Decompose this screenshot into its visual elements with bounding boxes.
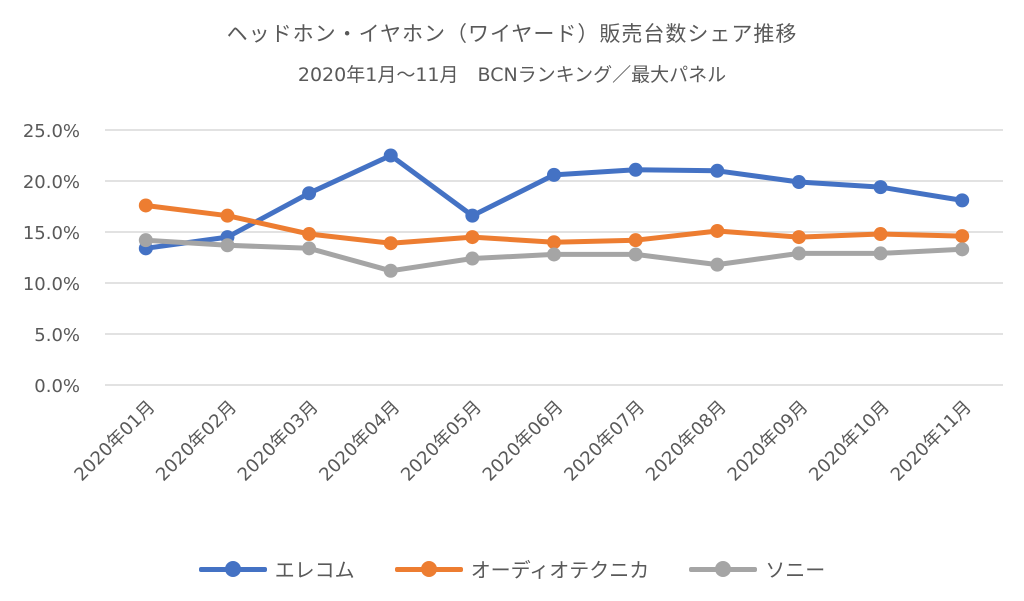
- y-tick-label: 0.0%: [34, 376, 80, 397]
- data-point: [955, 242, 970, 257]
- data-point: [710, 163, 725, 178]
- series-group: [138, 148, 970, 278]
- legend: エレコム オーディオテクニカ ソニー: [0, 554, 1024, 583]
- data-point: [791, 175, 806, 190]
- data-point: [873, 180, 888, 195]
- data-point: [138, 198, 153, 213]
- legend-swatch: [198, 559, 267, 579]
- legend-label: エレコム: [274, 558, 355, 582]
- x-tick-label: 2020年05月: [397, 397, 486, 486]
- data-point: [465, 208, 480, 223]
- data-point: [628, 247, 643, 262]
- data-point: [220, 208, 235, 223]
- data-point: [710, 257, 725, 272]
- data-point: [465, 230, 480, 245]
- data-point: [547, 167, 561, 182]
- data-point: [138, 233, 153, 248]
- y-tick-label: 5.0%: [34, 325, 80, 346]
- data-point: [628, 233, 643, 248]
- data-point: [220, 238, 235, 253]
- legend-label: ソニー: [765, 558, 826, 582]
- data-point: [955, 193, 970, 208]
- x-tick-label: 2020年11月: [887, 397, 976, 486]
- x-tick-label: 2020年04月: [315, 397, 404, 486]
- legend-swatch: [394, 559, 463, 579]
- data-point: [547, 235, 561, 250]
- series-オーディオテクニカ: [138, 198, 970, 251]
- legend-label: オーディオテクニカ: [470, 558, 650, 582]
- y-axis-ticks: 0.0% 5.0% 10.0% 15.0% 20.0% 25.0%: [23, 121, 80, 397]
- y-tick-label: 10.0%: [23, 274, 80, 295]
- data-point: [955, 229, 970, 244]
- data-point: [628, 162, 643, 177]
- chart-subtitle: 2020年1月～11月 BCNランキング／最大パネル: [297, 64, 727, 86]
- data-point: [710, 223, 725, 238]
- x-tick-label: 2020年09月: [724, 397, 813, 486]
- y-tick-label: 15.0%: [23, 223, 80, 244]
- data-point: [465, 251, 480, 266]
- y-tick-label: 20.0%: [23, 172, 80, 193]
- data-point: [302, 241, 317, 256]
- legend-item: エレコム: [198, 554, 355, 583]
- y-tick-label: 25.0%: [23, 121, 80, 142]
- data-point: [873, 227, 888, 242]
- chart-title: ヘッドホン・イヤホン（ワイヤード）販売台数シェア推移: [226, 22, 798, 46]
- data-point: [302, 186, 317, 201]
- data-point: [383, 236, 398, 251]
- legend-item: オーディオテクニカ: [394, 554, 650, 583]
- data-point: [383, 263, 398, 278]
- x-tick-label: 2020年06月: [479, 397, 568, 486]
- data-point: [547, 247, 561, 262]
- legend-swatch: [689, 559, 758, 579]
- x-tick-label: 2020年07月: [560, 397, 649, 486]
- x-tick-label: 2020年03月: [234, 397, 323, 486]
- data-point: [791, 230, 806, 245]
- data-point: [791, 246, 806, 261]
- series-ソニー: [138, 233, 970, 278]
- x-tick-label: 2020年01月: [70, 397, 159, 486]
- data-point: [873, 246, 888, 261]
- x-tick-label: 2020年10月: [805, 397, 894, 486]
- data-point: [302, 227, 317, 242]
- legend-item: ソニー: [689, 554, 825, 583]
- x-tick-label: 2020年08月: [642, 397, 731, 486]
- x-tick-label: 2020年02月: [152, 397, 241, 486]
- x-axis-ticks: 2020年01月2020年02月2020年03月2020年04月2020年05月…: [70, 397, 975, 486]
- data-point: [383, 148, 398, 163]
